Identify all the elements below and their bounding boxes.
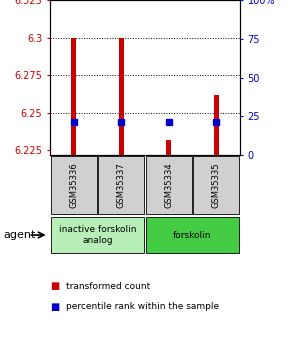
Text: GSM35335: GSM35335: [212, 162, 221, 208]
Bar: [119, 38, 124, 155]
Text: GSM35334: GSM35334: [164, 162, 173, 208]
Text: GSM35336: GSM35336: [69, 162, 78, 208]
Bar: [51, 217, 144, 253]
Text: agent: agent: [3, 230, 35, 240]
Text: inactive forskolin
analog: inactive forskolin analog: [59, 225, 136, 245]
Text: GSM35337: GSM35337: [117, 162, 126, 208]
Text: percentile rank within the sample: percentile rank within the sample: [66, 303, 219, 312]
Text: ■: ■: [50, 281, 59, 291]
Bar: [51, 156, 97, 214]
Bar: [146, 156, 192, 214]
Bar: [214, 95, 219, 155]
Bar: [71, 38, 76, 155]
Bar: [98, 156, 144, 214]
Bar: [193, 156, 239, 214]
Text: ■: ■: [50, 302, 59, 312]
Bar: [146, 217, 239, 253]
Text: forskolin: forskolin: [173, 230, 212, 239]
Bar: [166, 140, 171, 155]
Text: transformed count: transformed count: [66, 282, 150, 291]
